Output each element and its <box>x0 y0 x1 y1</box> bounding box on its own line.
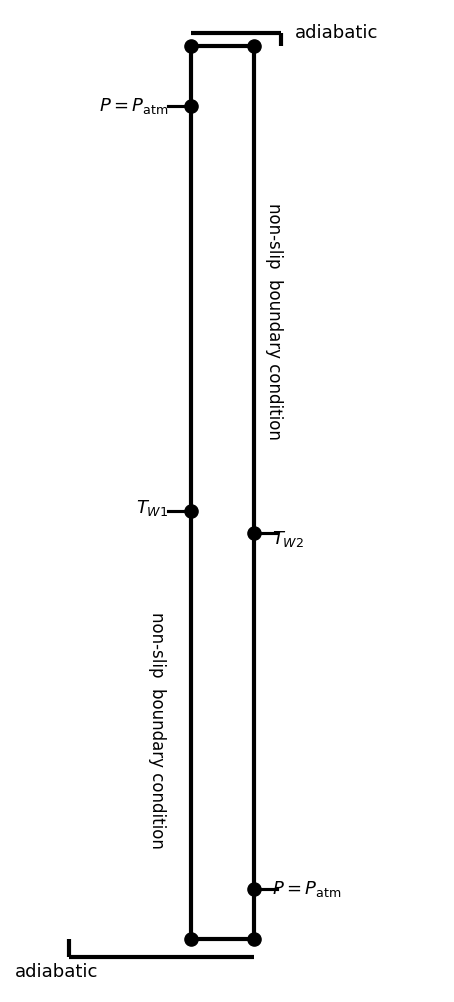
Text: $T_{W1}$: $T_{W1}$ <box>136 498 168 518</box>
Point <box>251 38 258 54</box>
Text: adiabatic: adiabatic <box>295 24 378 42</box>
Point <box>251 525 258 541</box>
Point <box>187 98 194 114</box>
Text: non-slip  boundary condition: non-slip boundary condition <box>266 202 283 440</box>
Point <box>187 38 194 54</box>
Text: $T_{W2}$: $T_{W2}$ <box>272 529 304 549</box>
Point <box>251 931 258 947</box>
Text: $P = P_{\rm atm}$: $P = P_{\rm atm}$ <box>99 96 168 116</box>
Point <box>187 503 194 519</box>
Text: $P = P_{\rm atm}$: $P = P_{\rm atm}$ <box>272 879 342 899</box>
Point <box>251 881 258 897</box>
Text: non-slip  boundary condition: non-slip boundary condition <box>148 612 166 850</box>
Point <box>187 931 194 947</box>
Text: adiabatic: adiabatic <box>15 963 99 981</box>
